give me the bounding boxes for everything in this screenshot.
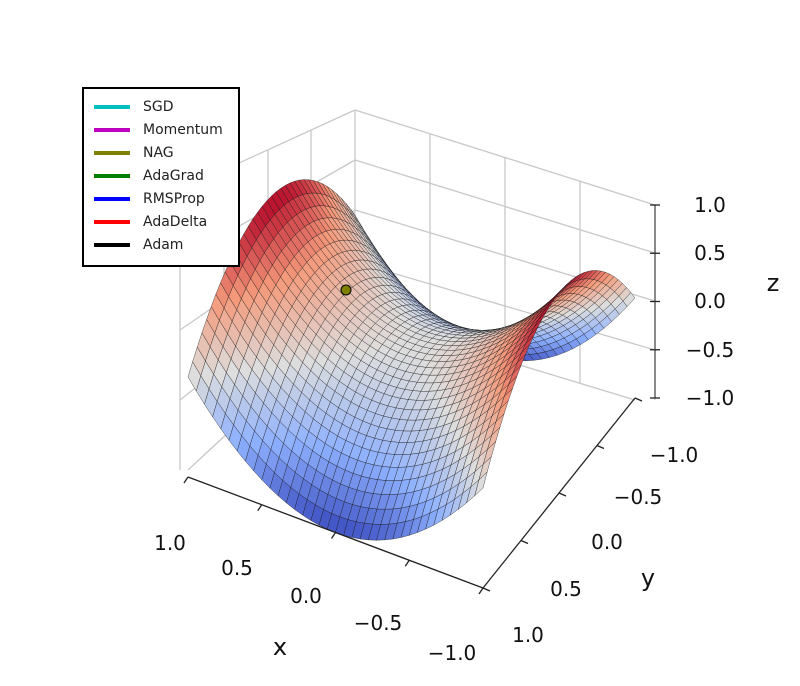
box-edge bbox=[354, 109, 656, 206]
surface-patch bbox=[197, 332, 211, 362]
tick-marks bbox=[183, 204, 660, 595]
legend-item: Adam bbox=[94, 233, 238, 256]
z-tick-label: 1.0 bbox=[694, 193, 726, 217]
z-tick-label: 0.5 bbox=[694, 241, 726, 265]
legend-swatch bbox=[94, 173, 130, 178]
legend-label: AdaDelta bbox=[143, 213, 208, 230]
x-tick-label: −1.0 bbox=[427, 641, 477, 665]
y-tick-label: −1.0 bbox=[649, 443, 699, 467]
legend-swatch bbox=[94, 127, 130, 132]
legend-label: RMSProp bbox=[143, 190, 205, 207]
z-axis-label: z bbox=[766, 269, 780, 297]
legend-swatch bbox=[94, 219, 130, 224]
y-tick bbox=[634, 397, 643, 402]
legend-item: SGD bbox=[94, 95, 238, 118]
y-tick-label: −0.5 bbox=[613, 485, 663, 509]
legend-label: Momentum bbox=[143, 121, 223, 138]
x-tick bbox=[478, 587, 484, 595]
legend-item: RMSProp bbox=[94, 187, 238, 210]
x-tick-label: 0.0 bbox=[290, 584, 322, 608]
x-tick-label: 1.0 bbox=[154, 531, 186, 555]
x-tick-label: −0.5 bbox=[353, 611, 403, 635]
y-axis-label: y bbox=[640, 564, 656, 592]
x-tick bbox=[183, 476, 189, 484]
y-tick bbox=[520, 539, 529, 545]
legend: SGD Momentum NAG AdaGrad RMSProp AdaDelta Adam bbox=[82, 87, 240, 267]
z-tick-label: −1.0 bbox=[685, 386, 735, 410]
optimizer-marker bbox=[340, 284, 352, 296]
x-tick bbox=[330, 532, 337, 539]
legend-swatch bbox=[94, 150, 130, 155]
surface-patch bbox=[482, 441, 497, 465]
legend-item: AdaGrad bbox=[94, 164, 238, 187]
surface bbox=[187, 179, 636, 541]
y-tick bbox=[482, 587, 491, 592]
y-tick-label: 0.5 bbox=[550, 577, 582, 601]
z-tick-label: 0.0 bbox=[694, 289, 726, 313]
grid-line bbox=[354, 261, 656, 351]
legend-label: AdaGrad bbox=[143, 167, 204, 184]
legend-label: SGD bbox=[143, 98, 174, 115]
legend-swatch bbox=[94, 104, 130, 109]
legend-item: AdaDelta bbox=[94, 210, 238, 233]
legend-label: NAG bbox=[143, 144, 174, 161]
legend-item: NAG bbox=[94, 141, 238, 164]
y-tick-label: 0.0 bbox=[591, 530, 623, 554]
y-tick bbox=[596, 444, 605, 450]
x-tick bbox=[404, 559, 410, 567]
legend-swatch bbox=[94, 196, 130, 201]
x-axis-label: x bbox=[272, 633, 288, 661]
grid-line bbox=[354, 159, 656, 254]
x-tick bbox=[257, 504, 263, 512]
x-tick-label: 0.5 bbox=[221, 556, 253, 580]
legend-item: Momentum bbox=[94, 118, 238, 141]
legend-label: Adam bbox=[143, 236, 184, 253]
z-tick-label: −0.5 bbox=[685, 338, 735, 362]
y-tick bbox=[558, 492, 567, 497]
y-tick-label: 1.0 bbox=[512, 623, 544, 647]
legend-swatch bbox=[94, 242, 130, 247]
